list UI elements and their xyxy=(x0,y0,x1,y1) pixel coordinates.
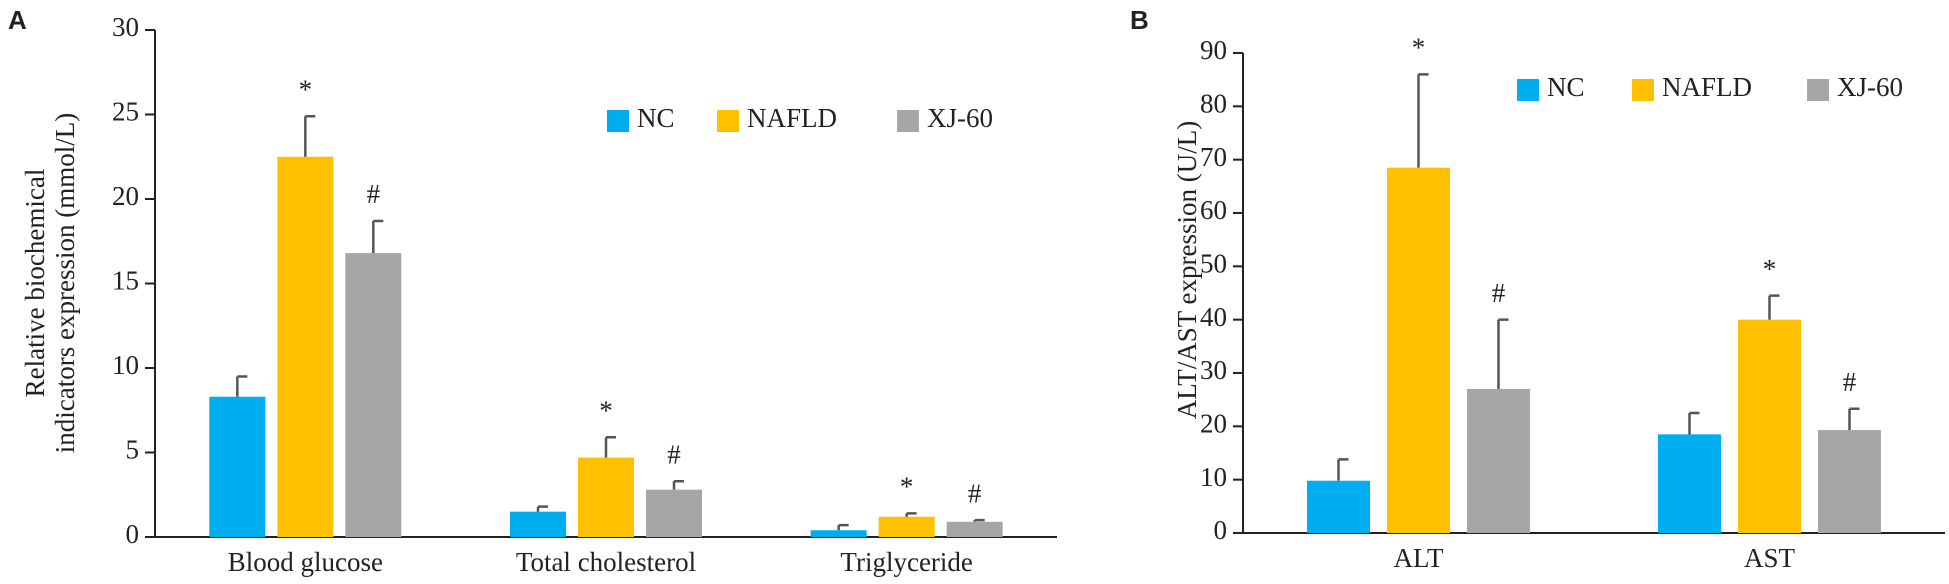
error-bar xyxy=(1497,318,1509,389)
y-tick-label: 25 xyxy=(112,97,139,127)
y-tick-label: 50 xyxy=(1200,249,1227,279)
legend-swatch xyxy=(607,110,629,132)
bar xyxy=(510,511,566,537)
y-tick-label: 15 xyxy=(112,266,139,296)
legend-swatch xyxy=(1517,79,1539,101)
y-tick-label: 90 xyxy=(1200,35,1227,65)
error-bar xyxy=(973,518,985,522)
error-bar xyxy=(1337,458,1349,481)
significance-mark: # xyxy=(367,179,381,209)
bar xyxy=(878,516,935,537)
significance-mark: # xyxy=(968,478,982,508)
error-bar xyxy=(672,479,684,490)
significance-mark: # xyxy=(1843,367,1857,397)
significance-mark: * xyxy=(900,472,914,502)
error-bar xyxy=(837,523,849,531)
y-axis-label: ALT/AST expression (U/L) xyxy=(1172,121,1202,419)
y-tick-label: 70 xyxy=(1200,142,1227,172)
y-tick-label: 0 xyxy=(126,519,140,549)
significance-mark: * xyxy=(1763,254,1777,284)
bar xyxy=(578,457,634,537)
significance-mark: # xyxy=(1492,278,1506,308)
error-bar xyxy=(1848,407,1860,431)
legend-swatch xyxy=(717,110,739,132)
y-tick-label: 10 xyxy=(112,350,139,380)
y-tick-label: 80 xyxy=(1200,89,1227,119)
x-tick-label: Total cholesterol xyxy=(516,547,696,577)
bar xyxy=(946,521,1003,537)
error-bar xyxy=(372,219,384,254)
bar xyxy=(1467,389,1530,533)
bar xyxy=(1658,434,1721,533)
bar xyxy=(810,530,867,537)
significance-mark: * xyxy=(1412,33,1426,63)
legend-swatch xyxy=(1632,79,1654,101)
significance-mark: # xyxy=(667,439,681,469)
legend-label: NAFLD xyxy=(1662,72,1752,102)
error-bar xyxy=(1768,294,1780,320)
error-bar xyxy=(304,114,316,157)
y-tick-label: 30 xyxy=(1200,355,1227,385)
legend-label: XJ-60 xyxy=(927,103,993,133)
error-bar xyxy=(604,436,616,458)
y-tick-label: 0 xyxy=(1214,515,1228,545)
legend-label: XJ-60 xyxy=(1837,72,1903,102)
error-bar xyxy=(1688,411,1700,435)
error-bar xyxy=(236,375,248,397)
legend-label: NC xyxy=(1547,72,1585,102)
legend-label: NAFLD xyxy=(747,103,837,133)
bar xyxy=(1387,167,1450,533)
bar xyxy=(1818,430,1881,533)
error-bar xyxy=(905,512,917,517)
y-tick-label: 10 xyxy=(1200,462,1227,492)
bar xyxy=(345,253,402,537)
panel-label: A xyxy=(8,5,27,35)
bar xyxy=(277,156,334,537)
y-axis-label: Relative biochemical xyxy=(20,169,50,398)
error-bar xyxy=(536,505,548,512)
y-tick-label: 20 xyxy=(1200,409,1227,439)
y-axis-label: indicators expression (mmol/L) xyxy=(50,113,80,453)
x-tick-label: Triglyceride xyxy=(840,547,972,577)
bar xyxy=(1307,480,1370,533)
y-tick-label: 40 xyxy=(1200,302,1227,332)
bar xyxy=(1738,319,1801,533)
y-tick-label: 30 xyxy=(112,12,139,42)
y-tick-label: 20 xyxy=(112,181,139,211)
significance-mark: * xyxy=(599,395,613,425)
legend-swatch xyxy=(1807,79,1829,101)
x-tick-label: Blood glucose xyxy=(228,547,383,577)
error-bar xyxy=(1417,73,1429,168)
y-tick-label: 60 xyxy=(1200,195,1227,225)
legend-swatch xyxy=(897,110,919,132)
bar xyxy=(209,396,266,537)
legend-label: NC xyxy=(637,103,675,133)
x-tick-label: ALT xyxy=(1393,543,1444,573)
x-tick-label: AST xyxy=(1744,543,1796,573)
panel-label: B xyxy=(1130,5,1149,35)
significance-mark: * xyxy=(299,74,313,104)
y-tick-label: 5 xyxy=(126,435,140,465)
bar xyxy=(646,489,702,537)
